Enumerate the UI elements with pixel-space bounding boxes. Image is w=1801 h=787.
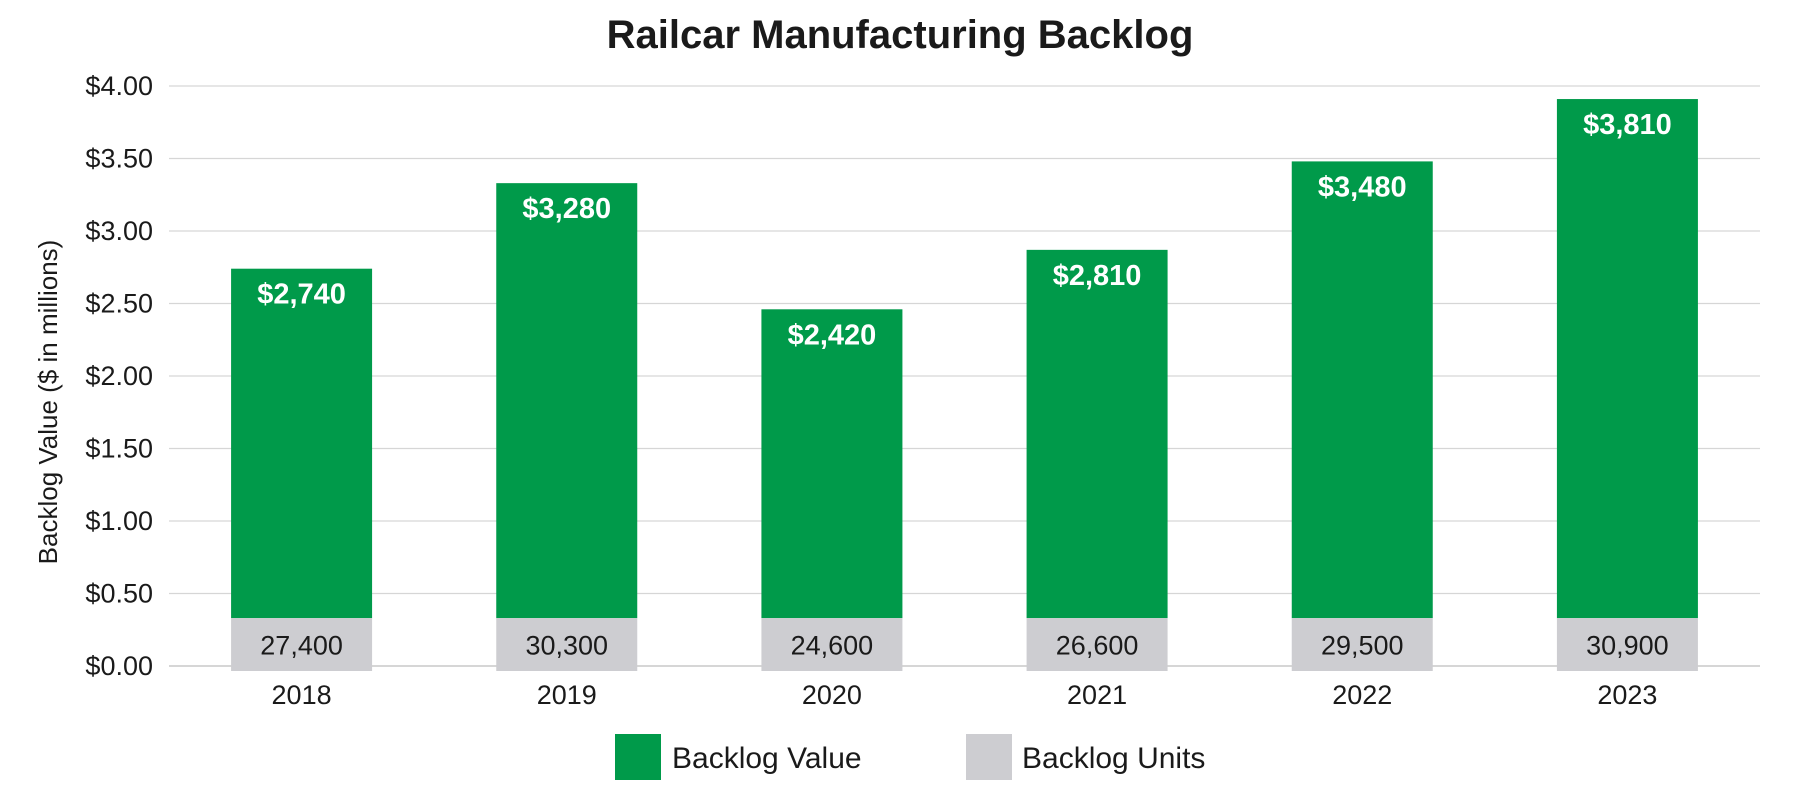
units-data-label: 29,500 (1321, 631, 1404, 661)
x-axis-ticks: 2018 2019 2020 2021 2022 2023 (272, 680, 1658, 710)
value-data-label: $3,280 (522, 193, 611, 225)
x-tick-label: 2018 (272, 680, 332, 710)
units-data-label: 24,600 (791, 631, 874, 661)
y-tick-label: $0.00 (85, 651, 153, 681)
value-data-label: $2,810 (1053, 260, 1142, 292)
units-data-label: 30,900 (1586, 631, 1669, 661)
backlog-value-bar (1026, 249, 1168, 619)
x-tick-label: 2023 (1597, 680, 1657, 710)
legend-swatch-backlog-units (966, 734, 1012, 780)
units-data-label: 27,400 (260, 631, 343, 661)
gridlines (169, 85, 1760, 667)
x-tick-label: 2020 (802, 680, 862, 710)
chart-title: Railcar Manufacturing Backlog (607, 13, 1194, 57)
y-axis-ticks: $0.00 $0.50 $1.00 $1.50 $2.00 $2.50 $3.00 $3.50… (85, 71, 153, 681)
legend-label-backlog-value: Backlog Value (672, 742, 862, 775)
legend-swatch-backlog-value (615, 734, 661, 780)
units-data-label: 26,600 (1056, 631, 1139, 661)
value-data-label: $2,420 (788, 319, 877, 351)
legend: Backlog Value Backlog Units (615, 734, 1205, 780)
backlog-value-bar (231, 268, 373, 619)
backlog-value-bar (761, 309, 903, 619)
y-axis-label: Backlog Value ($ in millions) (33, 240, 63, 565)
units-data-label: 30,300 (525, 631, 608, 661)
backlog-units-bar (1556, 618, 1698, 671)
y-tick-label: $3.50 (85, 144, 153, 174)
bars: $2,740 27,400 $3,280 30,300 $2,420 24,600 $2,8… (231, 99, 1698, 671)
x-tick-label: 2021 (1067, 680, 1127, 710)
y-tick-label: $4.00 (85, 71, 153, 101)
x-tick-label: 2022 (1332, 680, 1392, 710)
value-data-label: $3,810 (1583, 109, 1672, 141)
backlog-units-bar (1291, 618, 1433, 671)
backlog-units-bar (1026, 618, 1168, 671)
backlog-value-bar (1291, 161, 1433, 619)
y-tick-label: $0.50 (85, 579, 153, 609)
y-tick-label: $3.00 (85, 216, 153, 246)
backlog-units-bar (761, 618, 903, 671)
backlog-units-bar (231, 618, 373, 671)
y-tick-label: $2.00 (85, 361, 153, 391)
legend-label-backlog-units: Backlog Units (1022, 742, 1205, 775)
backlog-value-bar (1556, 99, 1698, 619)
y-tick-label: $2.50 (85, 289, 153, 319)
backlog-value-bar (496, 183, 638, 619)
value-data-label: $3,480 (1318, 171, 1407, 203)
y-tick-label: $1.00 (85, 506, 153, 536)
x-tick-label: 2019 (537, 680, 597, 710)
backlog-units-bar (496, 618, 638, 671)
y-tick-label: $1.50 (85, 434, 153, 464)
value-data-label: $2,740 (257, 279, 346, 311)
